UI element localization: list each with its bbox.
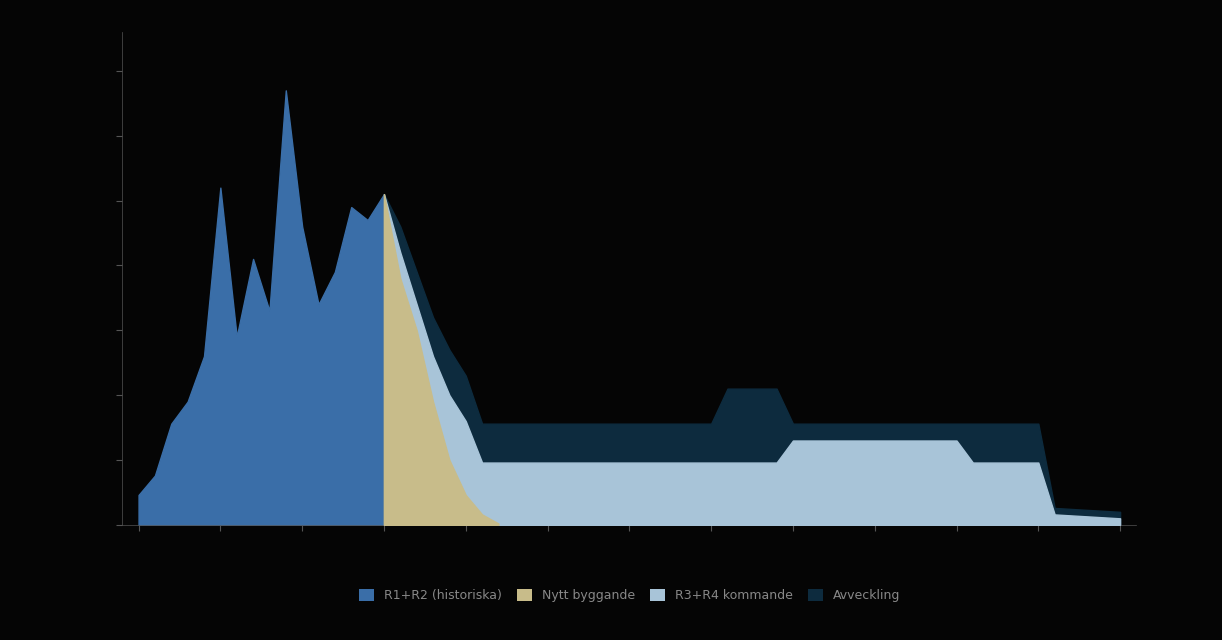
Legend: R1+R2 (historiska), Nytt byggande, R3+R4 kommande, Avveckling: R1+R2 (historiska), Nytt byggande, R3+R4…	[353, 584, 906, 607]
